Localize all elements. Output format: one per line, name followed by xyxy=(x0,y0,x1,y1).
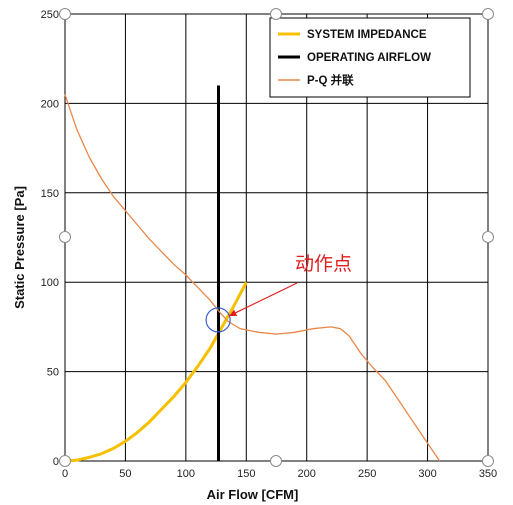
x-tick-label-50: 50 xyxy=(119,468,131,480)
resize-handle-2[interactable] xyxy=(270,8,282,20)
resize-handle-1[interactable] xyxy=(59,8,71,20)
x-axis-title: Air Flow [CFM] xyxy=(207,487,299,502)
annotation-label: 动作点 xyxy=(295,253,352,275)
y-tick-label-150: 150 xyxy=(41,188,59,200)
x-tick-label-350: 350 xyxy=(479,468,497,480)
legend-label-2: OPERATING AIRFLOW xyxy=(307,52,431,64)
operating-point-circle xyxy=(205,307,231,333)
y-tick-label-200: 200 xyxy=(41,98,59,110)
series-line-1 xyxy=(64,281,248,463)
resize-handle-4[interactable] xyxy=(59,231,71,243)
legend-box xyxy=(269,17,471,98)
resize-handle-7[interactable] xyxy=(270,455,282,467)
legend-label-3: P-Q 并联 xyxy=(307,73,354,87)
series-line-3 xyxy=(64,94,441,462)
legend: SYSTEM IMPEDANCE OPERATING AIRFLOW P-Q 并联 xyxy=(269,17,471,98)
legend-label-1: SYSTEM IMPEDANCE xyxy=(307,29,427,41)
y-tick-label-50: 50 xyxy=(47,367,59,379)
resize-handle-8[interactable] xyxy=(482,455,494,467)
resize-handle-3[interactable] xyxy=(482,8,494,20)
y-axis-title: Static Pressure [Pa] xyxy=(12,186,27,309)
resize-handle-5[interactable] xyxy=(482,231,494,243)
series-group xyxy=(64,85,441,463)
y-tick-labels: 0 50 100 150 200 250 xyxy=(41,9,59,468)
x-tick-label-300: 300 xyxy=(418,468,436,480)
y-tick-label-250: 250 xyxy=(41,9,59,21)
x-tick-labels: 0 50 100 150 200 250 300 350 xyxy=(62,468,497,480)
selection-handles[interactable] xyxy=(59,8,494,467)
x-tick-label-200: 200 xyxy=(298,468,316,480)
x-tick-label-250: 250 xyxy=(358,468,376,480)
y-tick-label-100: 100 xyxy=(41,277,59,289)
annotation: 动作点 xyxy=(205,253,352,333)
x-tick-label-150: 150 xyxy=(237,468,255,480)
x-tick-label-0: 0 xyxy=(62,468,68,480)
annotation-arrow xyxy=(228,282,298,317)
x-tick-label-100: 100 xyxy=(177,468,195,480)
y-tick-label-0: 0 xyxy=(53,456,59,468)
resize-handle-6[interactable] xyxy=(59,455,71,467)
